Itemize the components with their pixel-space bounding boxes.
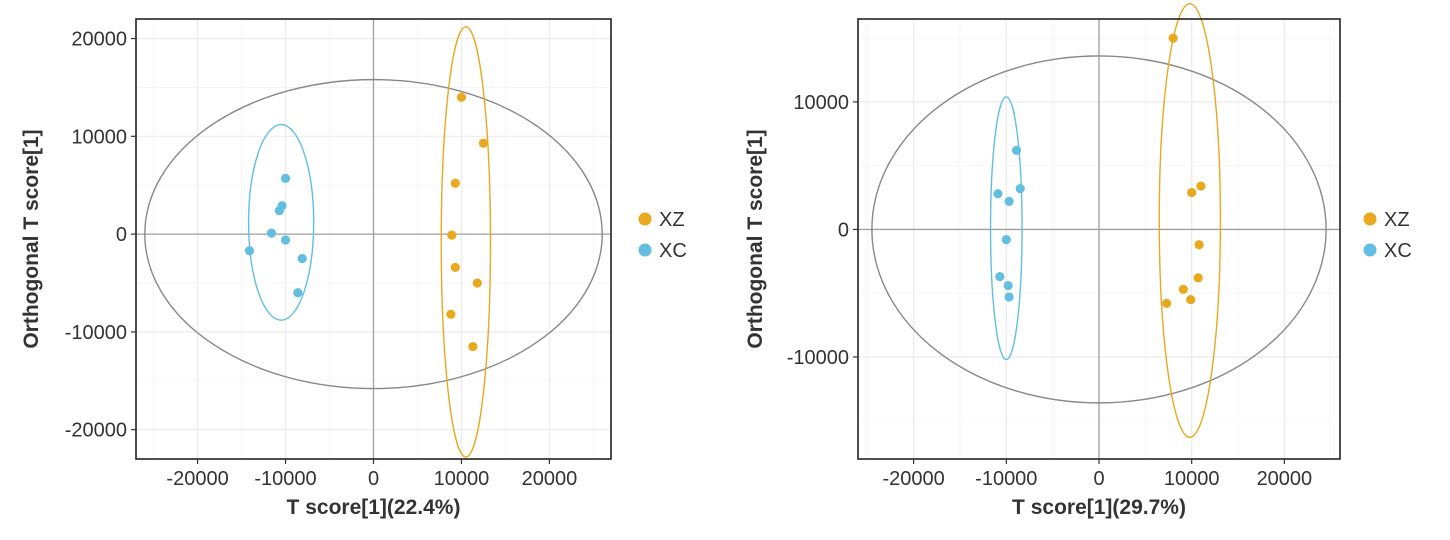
point-xc bbox=[993, 189, 1003, 199]
y-tick-label: 20000 bbox=[71, 29, 127, 51]
legend-key-xc bbox=[1363, 243, 1377, 257]
point-xc bbox=[274, 206, 284, 216]
series-xz bbox=[446, 92, 489, 352]
point-xz bbox=[1178, 284, 1188, 294]
point-xz bbox=[1186, 294, 1196, 305]
x-axis-title: T score[1](29.7%) bbox=[1012, 496, 1186, 519]
y-tick-label: 10000 bbox=[71, 126, 127, 148]
x-tick-label: -20000 bbox=[166, 468, 228, 490]
point-xz bbox=[447, 230, 457, 240]
ellipse-xz bbox=[440, 26, 492, 458]
legend-label-xc: XC bbox=[659, 240, 687, 262]
point-xc bbox=[244, 246, 255, 256]
point-xc bbox=[280, 173, 291, 183]
y-tick-label: 0 bbox=[838, 219, 849, 241]
ellipse-xz bbox=[1158, 2, 1222, 439]
y-axis-title: Orthogonal T score[1] bbox=[744, 129, 767, 348]
series-xc bbox=[993, 145, 1025, 302]
ellipse-total bbox=[871, 55, 1327, 404]
point-xc bbox=[1001, 235, 1011, 245]
point-xc bbox=[293, 288, 303, 298]
point-xz bbox=[450, 178, 460, 188]
legend-key-xc bbox=[638, 243, 652, 257]
y-tick-label: -10000 bbox=[787, 347, 849, 369]
point-xz bbox=[446, 309, 456, 319]
chart-panel-1: -20000 -10000 0 10000 20000 -20000 -10000 0 1000… bbox=[20, 18, 687, 519]
point-xc bbox=[266, 228, 277, 238]
y-tick-label: 0 bbox=[116, 224, 127, 246]
legend-key-xz bbox=[1363, 212, 1377, 226]
legend-label-xz: XZ bbox=[1384, 209, 1410, 231]
point-xc bbox=[1015, 184, 1025, 194]
point-xz bbox=[456, 92, 467, 102]
x-axis-title: T score[1](22.4%) bbox=[287, 496, 461, 519]
ellipse-total bbox=[144, 78, 603, 390]
point-xc bbox=[1003, 280, 1013, 291]
point-xz bbox=[1193, 273, 1203, 283]
x-tick-label: -10000 bbox=[254, 468, 316, 490]
point-xz bbox=[478, 138, 489, 148]
x-tick-label: 10000 bbox=[434, 468, 490, 490]
point-xz bbox=[1168, 33, 1178, 43]
point-xz bbox=[450, 262, 460, 272]
x-tick-label: 20000 bbox=[1257, 468, 1313, 490]
x-tick-label: 10000 bbox=[1164, 468, 1220, 490]
x-tick-label: 0 bbox=[1093, 468, 1104, 490]
point-xc bbox=[1011, 145, 1022, 155]
ellipse-xc bbox=[247, 123, 315, 321]
y-axis-title: Orthogonal T score[1] bbox=[20, 129, 43, 348]
y-tick-label: 10000 bbox=[793, 92, 849, 114]
point-xc bbox=[995, 272, 1005, 282]
series-xz bbox=[1162, 33, 1206, 309]
x-tick-label: -20000 bbox=[882, 468, 944, 490]
point-xz bbox=[468, 341, 478, 352]
chart-panel-2: -20000 -10000 0 10000 20000 -10000 0 10000 T sco… bbox=[744, 2, 1412, 519]
point-xz bbox=[472, 278, 482, 288]
legend: XZ XC bbox=[1363, 209, 1412, 262]
point-xc bbox=[1004, 292, 1014, 302]
legend-label-xz: XZ bbox=[659, 209, 685, 231]
x-tick-label: 0 bbox=[368, 468, 379, 490]
point-xz bbox=[1196, 181, 1206, 191]
series-xc bbox=[244, 173, 307, 298]
legend-label-xc: XC bbox=[1384, 240, 1412, 262]
point-xz bbox=[1187, 187, 1197, 198]
legend-key-xz bbox=[638, 212, 652, 226]
legend: XZ XC bbox=[638, 209, 687, 262]
x-tick-label: -10000 bbox=[975, 468, 1037, 490]
point-xc bbox=[297, 253, 307, 264]
y-tick-label: -20000 bbox=[65, 420, 127, 442]
y-tick-label: -10000 bbox=[65, 322, 127, 344]
point-xc bbox=[1004, 196, 1014, 206]
ellipse-xc bbox=[989, 96, 1023, 361]
point-xz bbox=[1194, 240, 1204, 250]
x-tick-label: 20000 bbox=[522, 468, 578, 490]
point-xc bbox=[280, 235, 291, 245]
point-xz bbox=[1162, 298, 1172, 309]
